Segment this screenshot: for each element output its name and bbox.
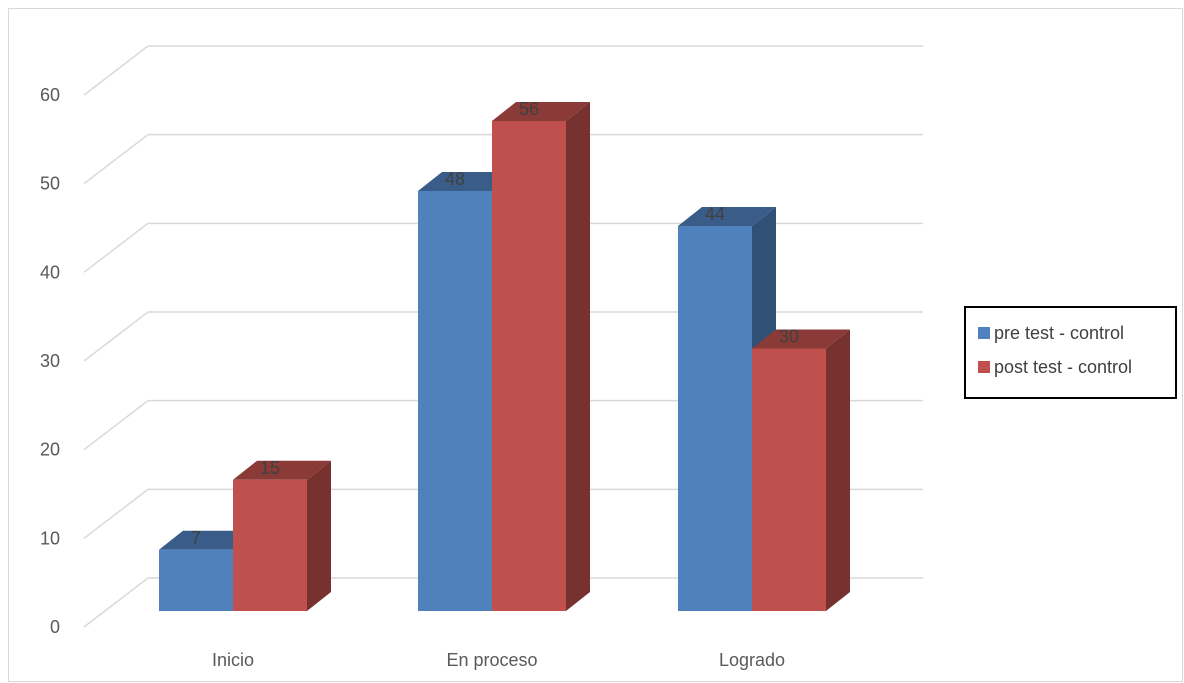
bar-side-1-1 <box>566 102 590 611</box>
bar-top-1-2 <box>752 329 850 349</box>
bar-0-1 <box>418 191 492 611</box>
legend: pre test - control post test - control <box>964 306 1177 399</box>
legend-item-pre-test: pre test - control <box>978 316 1175 350</box>
gridline-side-10 <box>83 488 149 539</box>
bar-1-0 <box>233 479 307 611</box>
x-tick-label-0: Inicio <box>212 650 254 670</box>
gridline-side-40 <box>83 222 149 273</box>
bar-side-1-2 <box>826 329 850 611</box>
bar-top-0-1 <box>418 172 516 191</box>
legend-swatch-pre-test <box>978 327 990 339</box>
data-label-1-2: 30 <box>779 327 799 347</box>
bar-0-0 <box>159 549 233 611</box>
gridline-side-20 <box>83 400 149 451</box>
y-tick-label-20: 20 <box>40 440 60 460</box>
y-tick-label-0: 0 <box>50 617 60 637</box>
gridline-side-0 <box>83 577 149 628</box>
bar-top-1-0 <box>233 460 331 480</box>
y-tick-label-60: 60 <box>40 85 60 105</box>
y-tick-label-50: 50 <box>40 174 60 194</box>
bar-top-1-1 <box>492 102 590 121</box>
legend-label-pre-test: pre test - control <box>994 322 1125 343</box>
y-tick-label-30: 30 <box>40 351 60 371</box>
bar-1-1 <box>492 121 566 611</box>
legend-swatch-post-test <box>978 361 990 373</box>
bar-side-1-0 <box>307 460 331 611</box>
y-tick-label-10: 10 <box>40 528 60 548</box>
bar-1-2 <box>752 348 826 611</box>
bar-top-0-0 <box>159 530 257 550</box>
data-label-0-0: 7 <box>191 528 201 548</box>
x-tick-label-2: Logrado <box>719 650 785 670</box>
data-label-1-0: 15 <box>260 458 280 478</box>
x-tick-label-1: En proceso <box>446 650 537 670</box>
bar-top-0-2 <box>678 207 776 226</box>
legend-label-post-test: post test - control <box>994 356 1133 377</box>
legend-item-post-test: post test - control <box>978 350 1175 384</box>
data-label-0-1: 48 <box>445 169 465 189</box>
y-tick-label-40: 40 <box>40 262 60 282</box>
gridline-side-60 <box>83 45 149 96</box>
bar-0-2 <box>678 226 752 611</box>
gridline-side-30 <box>83 311 149 362</box>
data-label-0-2: 44 <box>705 204 725 224</box>
gridline-side-50 <box>83 134 149 185</box>
data-label-1-1: 56 <box>519 99 539 119</box>
